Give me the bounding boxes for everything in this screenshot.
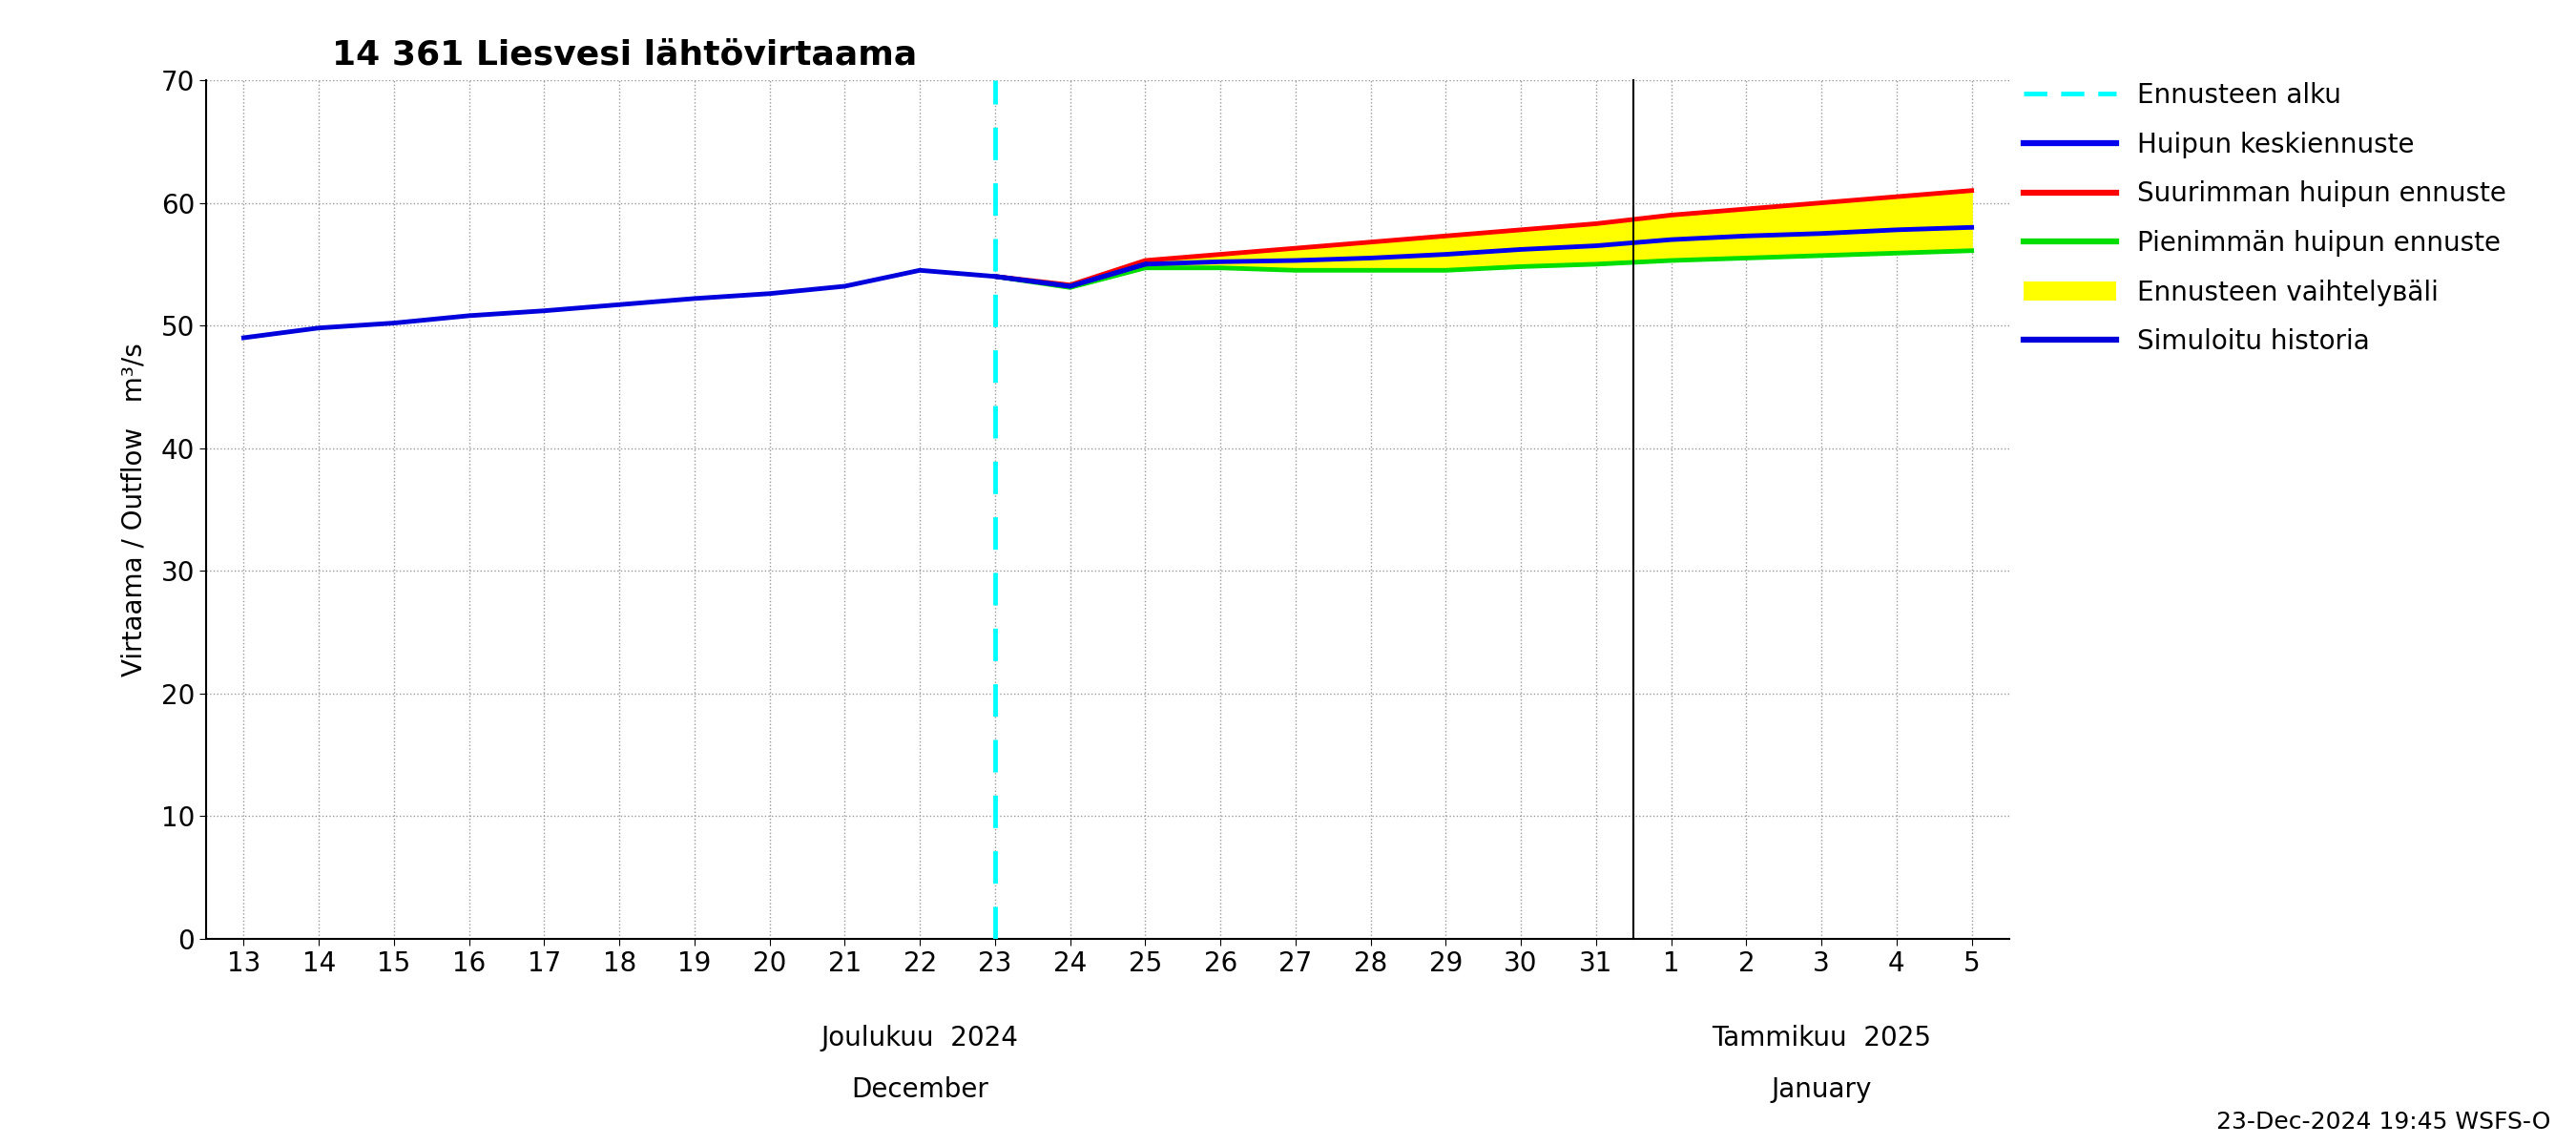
Text: 14 361 Liesvesi lähtövirtaama: 14 361 Liesvesi lähtövirtaama (332, 39, 917, 71)
Text: December: December (850, 1076, 989, 1103)
Legend: Ennusteen alku, Huipun keskiennuste, Suurimman huipun ennuste, Pienimmän huipun : Ennusteen alku, Huipun keskiennuste, Suu… (2012, 71, 2517, 365)
Y-axis label: Virtaama / Outflow   m³/s: Virtaama / Outflow m³/s (121, 342, 147, 677)
Text: January: January (1772, 1076, 1873, 1103)
Text: Tammikuu  2025: Tammikuu 2025 (1710, 1025, 1932, 1051)
Text: 23-Dec-2024 19:45 WSFS-O: 23-Dec-2024 19:45 WSFS-O (2215, 1111, 2550, 1134)
Text: Joulukuu  2024: Joulukuu 2024 (822, 1025, 1018, 1051)
